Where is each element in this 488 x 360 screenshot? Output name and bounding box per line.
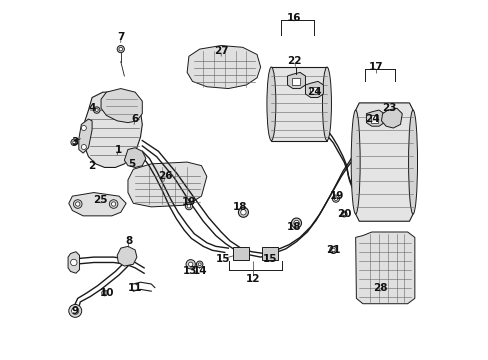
- Polygon shape: [370, 116, 378, 123]
- Polygon shape: [366, 110, 384, 126]
- Circle shape: [187, 204, 190, 208]
- Circle shape: [342, 213, 345, 216]
- Text: 27: 27: [213, 46, 228, 56]
- Text: 17: 17: [368, 62, 383, 72]
- Text: 13: 13: [183, 266, 197, 276]
- Polygon shape: [305, 81, 323, 98]
- Text: 8: 8: [125, 236, 132, 246]
- Circle shape: [188, 262, 192, 266]
- Circle shape: [329, 246, 336, 253]
- Polygon shape: [271, 67, 326, 140]
- Ellipse shape: [240, 210, 245, 215]
- Ellipse shape: [350, 110, 360, 214]
- Polygon shape: [101, 89, 142, 123]
- Circle shape: [332, 195, 339, 202]
- Circle shape: [76, 202, 80, 206]
- Polygon shape: [117, 246, 137, 266]
- Text: 4: 4: [88, 103, 96, 113]
- Polygon shape: [355, 103, 412, 221]
- Text: 14: 14: [192, 266, 206, 276]
- Circle shape: [341, 211, 346, 217]
- Circle shape: [70, 259, 77, 266]
- Text: 18: 18: [232, 202, 247, 212]
- Text: 24: 24: [306, 87, 321, 97]
- Polygon shape: [79, 119, 92, 153]
- Circle shape: [198, 263, 201, 266]
- Circle shape: [81, 126, 86, 131]
- Ellipse shape: [408, 110, 417, 214]
- Circle shape: [71, 139, 77, 145]
- Text: 6: 6: [131, 114, 139, 124]
- Polygon shape: [381, 108, 402, 128]
- Polygon shape: [69, 193, 126, 216]
- Text: 3: 3: [71, 138, 79, 147]
- Polygon shape: [287, 72, 305, 89]
- Polygon shape: [83, 92, 142, 167]
- Text: 24: 24: [365, 114, 379, 124]
- Polygon shape: [292, 78, 300, 85]
- Polygon shape: [262, 247, 278, 260]
- Ellipse shape: [266, 67, 275, 140]
- Circle shape: [119, 47, 122, 51]
- Circle shape: [185, 203, 192, 210]
- Polygon shape: [309, 87, 317, 94]
- Text: 11: 11: [128, 283, 142, 293]
- Text: 23: 23: [382, 103, 396, 113]
- Text: 19: 19: [182, 197, 196, 207]
- Circle shape: [95, 109, 98, 112]
- Circle shape: [333, 197, 337, 201]
- Text: 21: 21: [325, 245, 340, 255]
- Ellipse shape: [238, 207, 248, 217]
- Text: 12: 12: [246, 274, 260, 284]
- Circle shape: [102, 290, 107, 296]
- Circle shape: [196, 261, 203, 267]
- Polygon shape: [233, 247, 248, 260]
- Ellipse shape: [293, 220, 299, 226]
- Text: 20: 20: [336, 209, 351, 219]
- Circle shape: [69, 305, 81, 318]
- Circle shape: [117, 45, 124, 53]
- Text: 10: 10: [100, 288, 115, 298]
- Text: 2: 2: [88, 161, 96, 171]
- Circle shape: [111, 202, 116, 206]
- Text: 16: 16: [286, 13, 301, 23]
- Text: 28: 28: [372, 283, 386, 293]
- Text: 1: 1: [114, 144, 122, 154]
- Text: 7: 7: [117, 32, 124, 41]
- Circle shape: [331, 248, 335, 252]
- Text: 18: 18: [286, 222, 301, 231]
- Circle shape: [81, 144, 86, 149]
- Circle shape: [185, 260, 195, 269]
- Text: 26: 26: [157, 171, 172, 181]
- Polygon shape: [124, 148, 145, 167]
- Circle shape: [73, 141, 76, 144]
- Text: 5: 5: [128, 159, 135, 169]
- Circle shape: [73, 200, 82, 208]
- Circle shape: [72, 307, 79, 315]
- Polygon shape: [187, 45, 260, 89]
- Text: 15: 15: [263, 254, 277, 264]
- Ellipse shape: [291, 218, 301, 228]
- Text: 15: 15: [215, 254, 230, 264]
- Polygon shape: [68, 252, 80, 273]
- Polygon shape: [355, 232, 414, 304]
- Circle shape: [109, 200, 118, 208]
- Text: 9: 9: [72, 306, 79, 316]
- Polygon shape: [128, 162, 206, 207]
- Text: 19: 19: [329, 191, 344, 201]
- Ellipse shape: [322, 67, 331, 140]
- Circle shape: [103, 292, 106, 294]
- Text: 22: 22: [286, 56, 301, 66]
- Circle shape: [93, 107, 100, 113]
- Text: 25: 25: [93, 195, 107, 205]
